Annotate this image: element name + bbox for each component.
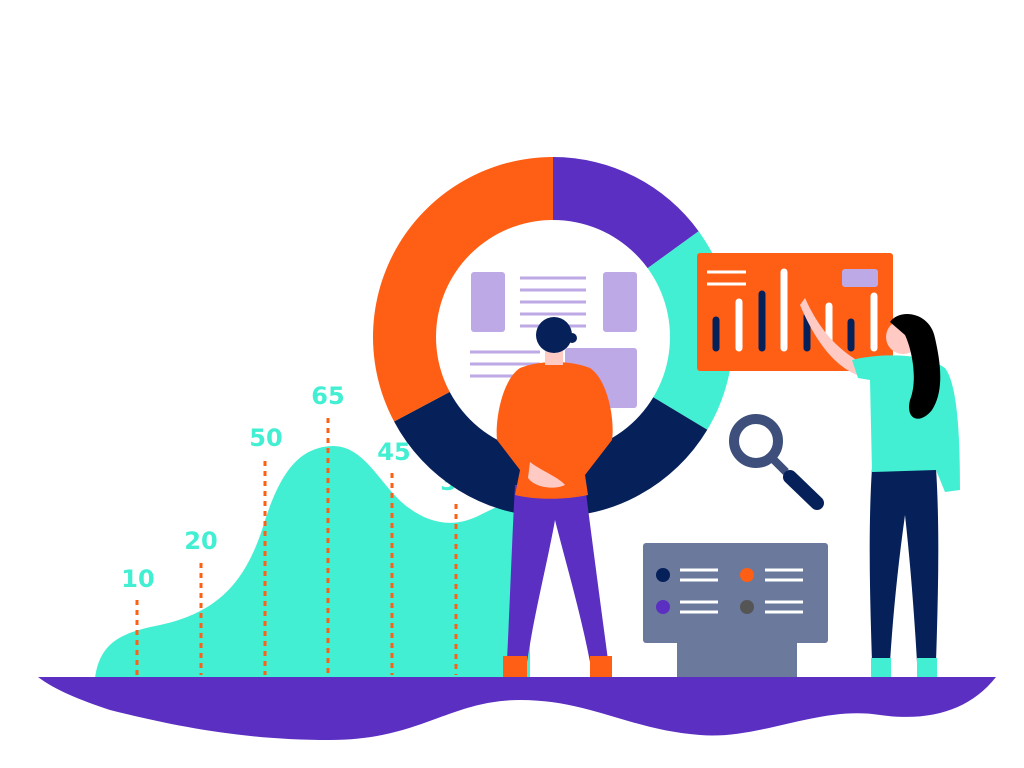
- value-labels: 10 20 50 65 45 30: [121, 382, 473, 593]
- bar-chart-board-icon: [697, 253, 893, 371]
- legend-panel-icon: [643, 543, 828, 680]
- value-label: 65: [311, 382, 344, 410]
- ground-wave: [38, 677, 996, 740]
- document-card: [470, 272, 637, 408]
- area-hill: [95, 446, 530, 678]
- woman-figure: [800, 298, 960, 678]
- man-figure: [496, 317, 613, 678]
- value-label: 45: [377, 438, 410, 466]
- value-label: 20: [184, 527, 217, 555]
- dotted-guides: [135, 418, 458, 675]
- magnifier-icon: [729, 414, 824, 510]
- value-label: 50: [249, 424, 282, 452]
- value-label: 10: [121, 565, 154, 593]
